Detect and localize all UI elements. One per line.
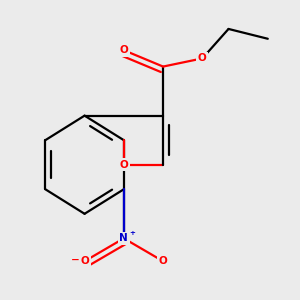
Text: O: O: [119, 45, 128, 55]
Text: N: N: [119, 233, 128, 243]
Text: −: −: [71, 255, 80, 265]
Text: O: O: [159, 256, 167, 266]
Text: +: +: [129, 230, 135, 236]
Text: O: O: [119, 160, 128, 170]
Text: O: O: [198, 53, 207, 63]
Text: O: O: [80, 256, 89, 266]
